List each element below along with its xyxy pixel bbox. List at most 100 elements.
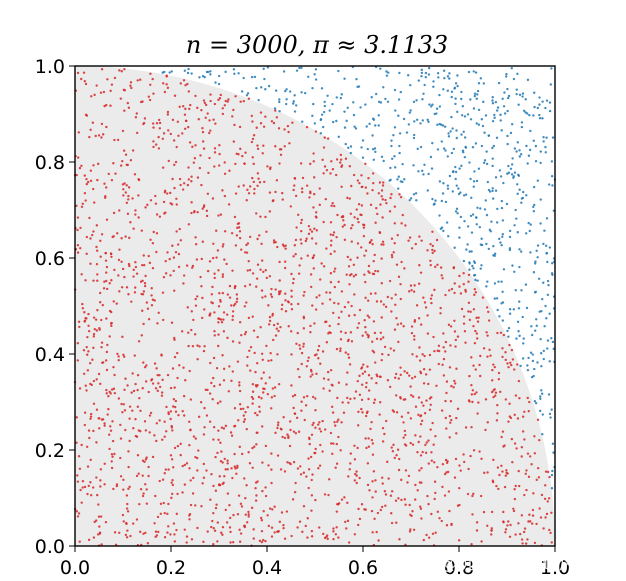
scatter-point-inside [173, 186, 176, 190]
scatter-point-inside [246, 406, 250, 409]
scatter-point-inside [150, 294, 153, 297]
scatter-point-inside [153, 299, 156, 302]
scatter-point-inside [476, 320, 480, 323]
scatter-point-inside [379, 331, 382, 334]
scatter-point-outside [472, 107, 476, 110]
scatter-point-inside [210, 473, 213, 476]
scatter-point-inside [339, 161, 342, 164]
scatter-point-inside [131, 372, 134, 375]
scatter-point-outside [476, 206, 479, 209]
scatter-point-outside [509, 131, 513, 135]
scatter-point-outside [542, 135, 545, 139]
scatter-point-outside [462, 259, 466, 263]
scatter-point-inside [502, 520, 505, 523]
scatter-point-inside [195, 258, 199, 261]
scatter-point-inside [317, 423, 320, 426]
scatter-point-inside [197, 449, 200, 452]
scatter-point-inside [439, 306, 442, 310]
scatter-point-inside [277, 127, 281, 130]
scatter-point-inside [356, 217, 359, 221]
scatter-point-inside [198, 345, 201, 348]
scatter-point-inside [153, 434, 156, 437]
scatter-point-inside [424, 451, 428, 455]
scatter-point-inside [488, 348, 491, 351]
scatter-point-inside [129, 221, 132, 224]
scatter-point-outside [429, 155, 433, 159]
scatter-point-inside [211, 197, 215, 200]
scatter-point-inside [345, 527, 348, 530]
scatter-point-inside [218, 317, 221, 321]
scatter-point-inside [254, 370, 257, 374]
scatter-point-inside [327, 378, 330, 381]
scatter-point-inside [473, 341, 477, 345]
scatter-point-inside [346, 196, 349, 200]
scatter-point-inside [300, 400, 303, 403]
scatter-point-inside [105, 103, 108, 107]
scatter-point-outside [503, 112, 507, 115]
scatter-point-outside [390, 144, 393, 148]
scatter-point-inside [91, 121, 95, 124]
scatter-point-outside [545, 136, 548, 139]
scatter-point-outside [344, 142, 347, 146]
scatter-point-inside [132, 522, 135, 525]
scatter-point-inside [184, 379, 187, 382]
scatter-point-outside [550, 67, 553, 70]
scatter-point-inside [328, 324, 331, 328]
scatter-point-inside [165, 83, 168, 86]
scatter-point-inside [166, 251, 169, 254]
scatter-point-outside [540, 365, 543, 368]
scatter-point-inside [287, 436, 290, 440]
scatter-point-inside [156, 389, 159, 393]
scatter-point-inside [190, 180, 193, 183]
scatter-point-inside [92, 379, 96, 383]
scatter-point-inside [400, 415, 404, 418]
scatter-point-outside [501, 219, 505, 222]
scatter-point-outside [521, 95, 524, 98]
scatter-point-inside [104, 259, 108, 262]
scatter-point-inside [158, 121, 162, 125]
scatter-point-inside [486, 524, 489, 527]
scatter-point-inside [137, 178, 141, 182]
scatter-point-inside [188, 420, 191, 423]
scatter-point-outside [515, 150, 518, 153]
scatter-point-inside [302, 345, 305, 348]
scatter-point-inside [174, 410, 178, 413]
scatter-point-inside [104, 252, 107, 255]
scatter-point-inside [135, 435, 139, 438]
scatter-point-outside [524, 111, 527, 114]
scatter-point-outside [346, 106, 349, 109]
scatter-point-inside [206, 192, 210, 195]
scatter-point-inside [105, 265, 109, 269]
scatter-point-inside [101, 303, 104, 307]
scatter-point-inside [358, 476, 361, 480]
scatter-point-inside [123, 182, 126, 185]
scatter-point-inside [258, 181, 262, 184]
scatter-point-inside [450, 522, 453, 526]
scatter-point-inside [337, 322, 340, 326]
scatter-point-outside [522, 342, 525, 345]
scatter-point-inside [346, 396, 349, 400]
scatter-point-inside [464, 341, 467, 344]
scatter-point-inside [77, 131, 81, 134]
scatter-point-outside [512, 308, 515, 311]
scatter-point-inside [448, 366, 452, 369]
scatter-point-inside [100, 418, 104, 421]
scatter-point-inside [399, 373, 402, 377]
scatter-point-outside [340, 93, 343, 96]
scatter-point-outside [298, 66, 301, 70]
scatter-point-inside [272, 323, 276, 327]
scatter-point-inside [173, 446, 177, 450]
scatter-point-inside [282, 416, 285, 419]
scatter-point-inside [258, 410, 261, 413]
scatter-point-outside [427, 172, 430, 176]
scatter-point-outside [501, 233, 505, 236]
scatter-point-inside [97, 503, 100, 506]
scatter-point-outside [456, 110, 459, 114]
scatter-point-outside [232, 68, 236, 71]
scatter-point-inside [78, 166, 82, 170]
scatter-point-inside [161, 378, 164, 382]
scatter-point-inside [179, 239, 183, 242]
scatter-point-inside [182, 366, 185, 369]
scatter-point-inside [441, 277, 444, 280]
scatter-point-inside [129, 81, 133, 84]
